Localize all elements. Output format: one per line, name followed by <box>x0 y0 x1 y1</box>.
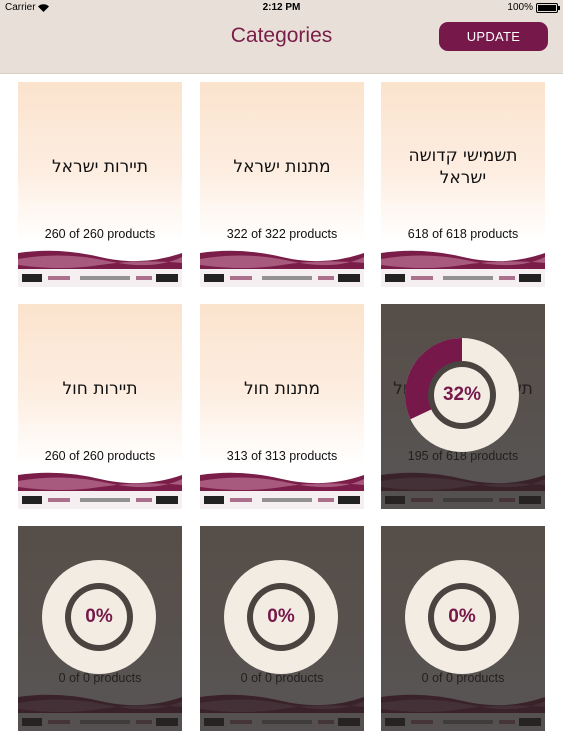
progress-ring: 0% <box>42 560 156 674</box>
clock: 2:12 PM <box>262 2 301 13</box>
battery-percent: 100% <box>507 2 533 13</box>
category-tile[interactable]: מתנות ישראל 322 of 322 products <box>200 82 364 287</box>
brand-banner <box>381 250 545 287</box>
category-name: מתנות חול <box>243 379 321 399</box>
category-tile[interactable]: 0 of 0 products0% <box>200 526 364 731</box>
category-tile[interactable]: תשמישי קדושה ישראל 618 of 618 products <box>381 82 545 287</box>
category-tile[interactable]: 0 of 0 products0% <box>381 526 545 731</box>
progress-ring: 0% <box>224 560 338 674</box>
update-button[interactable]: UPDATE <box>439 22 548 51</box>
product-count: 260 of 260 products <box>44 449 156 463</box>
category-tile[interactable]: תיירות ישראל 260 of 260 products <box>18 82 182 287</box>
category-tile[interactable]: תיירות חול 260 of 260 products <box>18 304 182 509</box>
category-name: תשמישי קדושה ישראל <box>408 146 518 188</box>
carrier-label: Carrier <box>5 2 36 13</box>
progress-ring-graphic <box>224 560 338 674</box>
category-name: מתנות ישראל <box>233 157 331 177</box>
progress-ring-center <box>71 589 127 645</box>
progress-ring-center <box>253 589 309 645</box>
progress-ring-graphic <box>42 560 156 674</box>
brand-banner <box>200 472 364 509</box>
category-tile[interactable]: מתנות חול 313 of 313 products <box>200 304 364 509</box>
status-bar: Carrier 2:12 PM 100% <box>0 0 563 16</box>
category-name: תיירות ישראל <box>51 157 149 177</box>
progress-percent-label: 0% <box>85 606 113 627</box>
progress-ring: 32% <box>405 338 519 452</box>
progress-ring-center <box>434 367 490 423</box>
navigation-bar: Categories UPDATE <box>0 16 563 74</box>
progress-ring-center <box>434 589 490 645</box>
battery-icon <box>536 3 560 13</box>
brand-banner <box>200 250 364 287</box>
page-title: Categories <box>230 24 333 47</box>
product-count: 618 of 618 products <box>407 227 519 241</box>
brand-banner <box>18 472 182 509</box>
progress-ring-graphic <box>405 560 519 674</box>
brand-banner <box>18 250 182 287</box>
product-count: 260 of 260 products <box>44 227 156 241</box>
product-count: 322 of 322 products <box>226 227 338 241</box>
progress-percent-label: 0% <box>448 606 476 627</box>
progress-percent-label: 32% <box>442 384 482 405</box>
product-count: 313 of 313 products <box>226 449 338 463</box>
category-tile[interactable]: 0 of 0 products0% <box>18 526 182 731</box>
progress-percent-label: 0% <box>267 606 295 627</box>
wifi-icon <box>38 4 49 12</box>
progress-ring: 0% <box>405 560 519 674</box>
progress-ring-graphic <box>405 338 519 452</box>
category-name: תיירות חול <box>62 379 138 399</box>
